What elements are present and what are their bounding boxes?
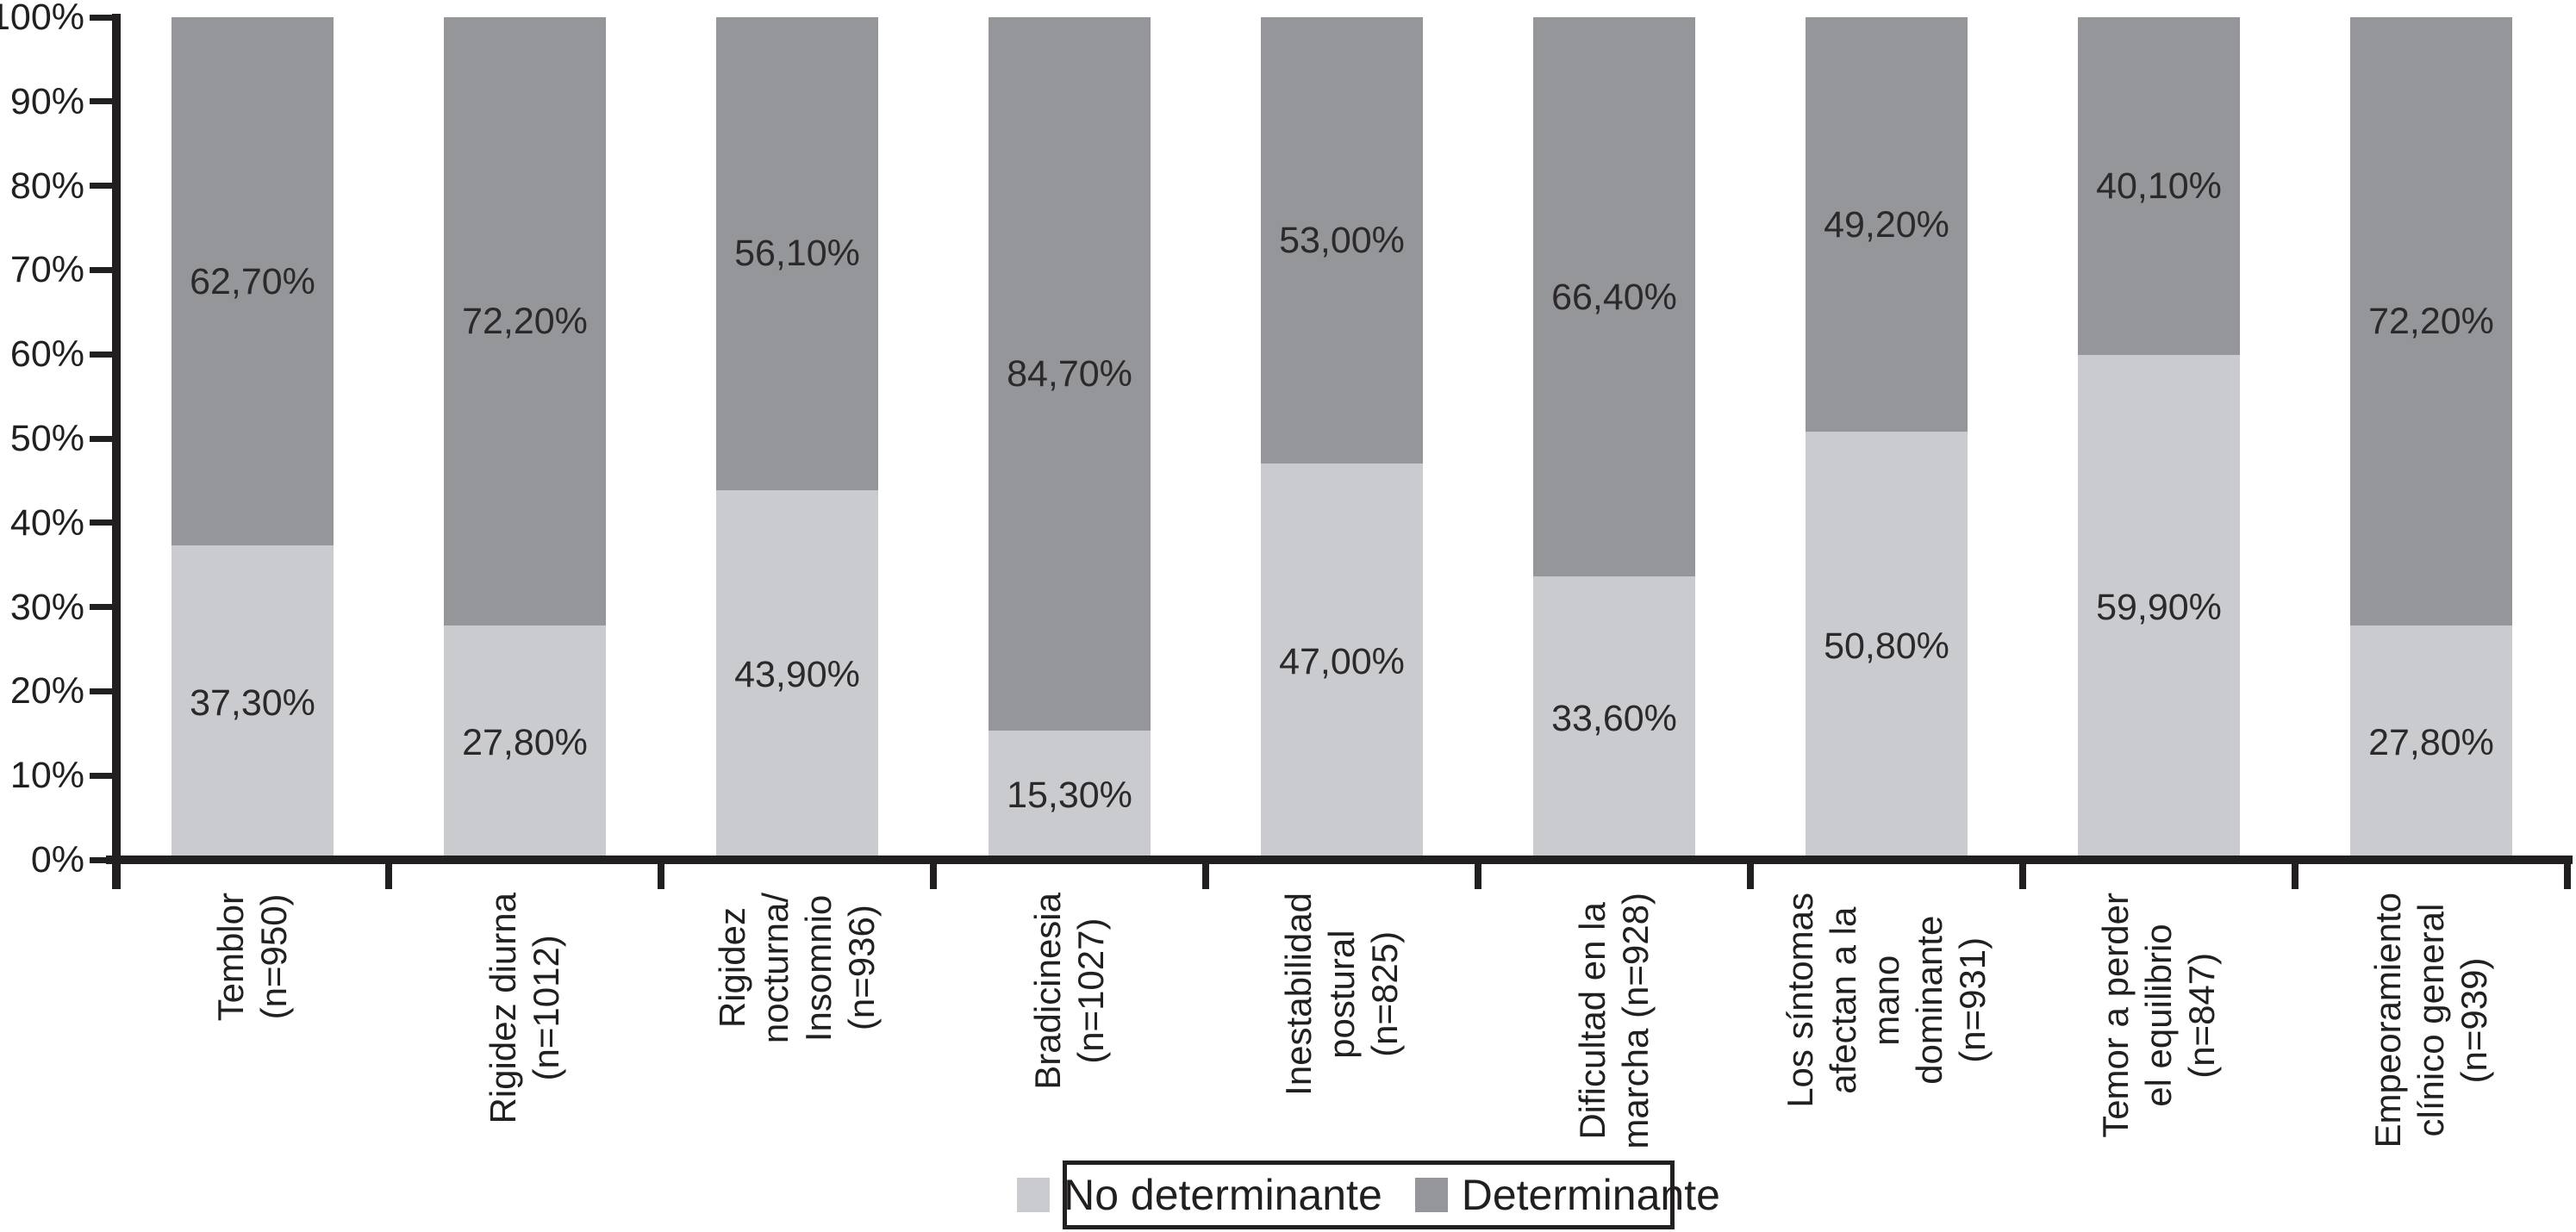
legend-item-determinante: Determinante <box>1414 1171 1720 1219</box>
y-tick-label: 30% <box>9 586 84 628</box>
y-tick-label: 80% <box>9 165 84 207</box>
y-tick-label: 50% <box>9 418 84 459</box>
bar: 66,40% 33,60% <box>1533 17 1695 860</box>
y-tick-label: 40% <box>9 501 84 544</box>
y-tick-label: 100% <box>0 0 84 38</box>
category-label: Rigidez nocturna/ Insomnio (n=936) <box>712 893 882 1044</box>
value-label-no-determinante: 15,30% <box>1007 775 1132 817</box>
bar: 84,70% 15,30% <box>989 17 1151 860</box>
y-tick <box>90 435 117 442</box>
y-tick-label: 60% <box>9 333 84 376</box>
value-label-no-determinante: 37,30% <box>190 681 315 724</box>
category-label: Temblor (n=950) <box>210 893 294 1022</box>
legend-label: No determinante <box>1063 1171 1382 1219</box>
value-label-determinante: 62,70% <box>190 260 315 302</box>
bar-segment-determinante: 40,10% <box>2078 17 2240 356</box>
bar: 40,10% 59,90% <box>2078 17 2240 860</box>
legend-label: Determinante <box>1461 1171 1720 1219</box>
value-label-no-determinante: 43,90% <box>734 654 860 696</box>
bar-segment-determinante: 53,00% <box>1261 17 1423 464</box>
bar-segment-determinante: 72,20% <box>444 17 606 626</box>
bar-segment-no-determinante: 59,90% <box>2078 355 2240 860</box>
y-tick <box>90 266 117 273</box>
bar-segment-no-determinante: 33,60% <box>1533 576 1695 860</box>
x-tick <box>385 860 392 889</box>
x-tick <box>1475 860 1481 889</box>
legend: No determinante Determinante <box>1017 1160 1720 1229</box>
category-label: Empeoramiento clínico general (n=939) <box>2367 893 2494 1148</box>
bar-segment-no-determinante: 43,90% <box>716 489 878 860</box>
bar: 56,10% 43,90% <box>716 17 878 860</box>
y-axis-line <box>112 14 121 889</box>
x-tick <box>658 860 664 889</box>
y-tick-label: 70% <box>9 249 84 291</box>
bar-segment-no-determinante: 15,30% <box>989 731 1151 860</box>
bar-segment-determinante: 66,40% <box>1533 17 1695 577</box>
value-label-no-determinante: 50,80% <box>1824 625 1949 667</box>
y-tick <box>90 351 117 358</box>
y-tick-label: 0% <box>30 839 84 880</box>
y-tick <box>90 688 117 694</box>
bar-segment-determinante: 72,20% <box>2350 17 2512 626</box>
x-tick <box>2019 860 2026 889</box>
x-tick <box>1202 860 1209 889</box>
y-tick-label: 20% <box>9 670 84 712</box>
value-label-determinante: 53,00% <box>1279 220 1405 262</box>
y-tick <box>90 520 117 526</box>
bar: 72,20% 27,80% <box>2350 17 2512 860</box>
y-tick <box>90 856 117 863</box>
value-label-determinante: 72,20% <box>2368 301 2494 343</box>
y-tick-label: 10% <box>9 755 84 797</box>
bar-segment-no-determinante: 37,30% <box>172 545 334 860</box>
value-label-no-determinante: 47,00% <box>1279 641 1405 683</box>
legend-swatch-determinante <box>1414 1178 1448 1212</box>
bar-segment-no-determinante: 47,00% <box>1261 464 1423 860</box>
y-tick <box>90 14 117 21</box>
y-tick <box>90 604 117 611</box>
value-label-determinante: 56,10% <box>734 233 860 275</box>
value-label-no-determinante: 27,80% <box>2368 722 2494 764</box>
x-tick <box>2292 860 2298 889</box>
value-label-no-determinante: 33,60% <box>1551 697 1677 739</box>
bar: 53,00% 47,00% <box>1261 17 1423 860</box>
bar: 72,20% 27,80% <box>444 17 606 860</box>
value-label-determinante: 40,10% <box>2096 165 2222 208</box>
x-tick <box>113 860 120 889</box>
bar-segment-determinante: 62,70% <box>172 17 334 546</box>
bar-segment-no-determinante: 27,80% <box>444 625 606 860</box>
value-label-no-determinante: 59,90% <box>2096 587 2222 629</box>
category-label: Los síntomas afectan a la mano dominante… <box>1780 893 1993 1108</box>
value-label-determinante: 72,20% <box>462 301 588 343</box>
x-tick <box>2564 860 2571 889</box>
value-label-determinante: 49,20% <box>1824 203 1949 246</box>
x-axis-line <box>106 856 2573 864</box>
legend-swatch-no-determinante <box>1017 1178 1051 1212</box>
category-label: Temor a perder el equilibrio (n=847) <box>2095 893 2222 1138</box>
x-tick <box>930 860 937 889</box>
y-tick <box>90 772 117 779</box>
bar-segment-determinante: 84,70% <box>989 17 1151 731</box>
bar-segment-no-determinante: 27,80% <box>2350 625 2512 860</box>
value-label-no-determinante: 27,80% <box>462 722 588 764</box>
bar-segment-no-determinante: 50,80% <box>1806 432 1968 860</box>
bar: 49,20% 50,80% <box>1806 17 1968 860</box>
y-tick-label: 90% <box>9 80 84 122</box>
x-tick <box>1747 860 1754 889</box>
bar-segment-determinante: 56,10% <box>716 17 878 490</box>
value-label-determinante: 66,40% <box>1551 276 1677 318</box>
category-label: Rigidez diurna (n=1012) <box>483 893 566 1124</box>
y-tick <box>90 183 117 190</box>
bar: 62,70% 37,30% <box>172 17 334 860</box>
value-label-determinante: 84,70% <box>1007 353 1132 395</box>
legend-item-no-determinante: No determinante <box>1017 1173 1382 1217</box>
y-tick <box>90 98 117 105</box>
bar-segment-determinante: 49,20% <box>1806 17 1968 432</box>
